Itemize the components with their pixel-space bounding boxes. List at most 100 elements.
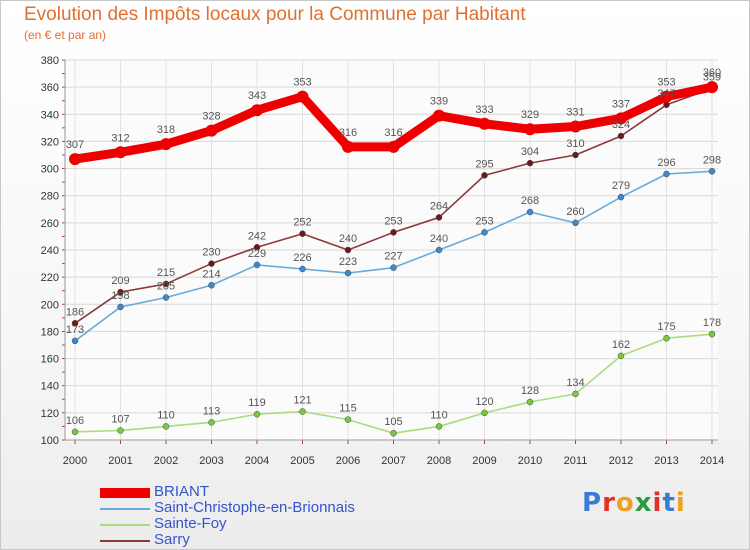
data-point	[160, 138, 172, 151]
data-label: 264	[430, 200, 448, 212]
data-label: 186	[66, 306, 84, 318]
y-tick-label: 280	[41, 191, 59, 203]
data-point	[390, 229, 397, 236]
data-point	[663, 170, 670, 178]
y-tick-label: 220	[41, 272, 59, 284]
x-tick-label: 2006	[336, 455, 360, 467]
data-point	[433, 109, 445, 122]
data-label: 205	[157, 281, 175, 293]
data-label: 307	[66, 139, 84, 151]
data-point	[526, 159, 534, 167]
data-point	[617, 132, 625, 140]
data-label: 347	[657, 88, 675, 100]
data-label: 295	[475, 158, 493, 170]
data-label: 333	[475, 104, 493, 116]
data-point	[481, 172, 488, 179]
data-point	[617, 352, 625, 360]
data-label: 312	[111, 132, 129, 144]
y-tick-label: 320	[41, 136, 59, 148]
data-label: 242	[248, 230, 266, 242]
y-tick-label: 240	[41, 245, 59, 257]
data-label: 318	[157, 124, 175, 136]
data-point	[481, 409, 488, 417]
logo-letter: r	[602, 488, 616, 518]
data-label: 328	[202, 111, 220, 123]
legend-swatch-sarry	[100, 540, 150, 542]
y-tick-label: 160	[41, 354, 59, 366]
x-tick-label: 2008	[427, 455, 451, 467]
data-label: 120	[475, 396, 493, 408]
data-label: 162	[612, 339, 630, 351]
data-label: 324	[612, 119, 630, 131]
legend-item-sarry: Sarry	[100, 531, 520, 549]
data-point	[344, 246, 352, 254]
data-label: 121	[293, 395, 311, 407]
data-point	[71, 428, 79, 436]
data-point	[663, 334, 670, 342]
data-label: 253	[475, 215, 493, 227]
data-label: 214	[202, 268, 220, 280]
data-point	[524, 123, 536, 136]
data-point	[708, 330, 716, 338]
x-tick-label: 2002	[154, 455, 178, 467]
x-tick-label: 2000	[63, 455, 87, 467]
data-label: 209	[111, 275, 129, 287]
data-point	[478, 117, 491, 130]
legend-item-briant: BRIANT	[100, 483, 520, 501]
data-label: 310	[566, 138, 584, 150]
data-label: 296	[657, 157, 675, 169]
data-point	[205, 124, 218, 137]
data-point	[162, 423, 170, 430]
data-label: 268	[521, 195, 539, 207]
logo-letter: x	[634, 488, 653, 518]
data-point	[572, 390, 579, 398]
data-label: 178	[703, 317, 721, 329]
y-tick-label: 200	[41, 299, 59, 311]
data-label: 110	[430, 409, 448, 421]
legend-swatch-sainte-foy	[100, 524, 150, 526]
data-point	[208, 419, 215, 426]
x-tick-label: 2007	[381, 455, 405, 467]
data-point	[663, 101, 670, 109]
data-point	[342, 140, 354, 153]
y-tick-label: 120	[41, 408, 59, 420]
data-point	[481, 229, 488, 236]
data-point	[435, 246, 443, 254]
data-point	[114, 146, 127, 159]
data-point	[208, 282, 215, 289]
data-point	[390, 264, 397, 271]
data-label: 119	[248, 397, 266, 409]
data-label: 329	[521, 109, 539, 121]
data-label: 229	[248, 248, 266, 260]
data-point	[387, 140, 400, 153]
data-label: 198	[111, 290, 129, 302]
data-point	[526, 398, 534, 406]
legend-label-sainte-foy: Sainte-Foy	[154, 515, 227, 532]
data-point	[117, 288, 124, 296]
y-tick-label: 100	[41, 435, 59, 447]
data-label: 298	[703, 154, 721, 166]
data-label: 331	[566, 107, 584, 119]
data-label: 128	[521, 385, 539, 397]
data-point	[117, 427, 124, 434]
legend-swatch-briant	[100, 488, 150, 498]
data-point	[615, 112, 627, 125]
x-tick-label: 2014	[700, 455, 724, 467]
data-label: 175	[657, 321, 675, 333]
data-label: 316	[339, 127, 357, 139]
x-tick-label: 2003	[199, 455, 223, 467]
legend-item-sainte-foy: Sainte-Foy	[100, 515, 520, 533]
data-point	[344, 269, 352, 277]
x-tick-label: 2010	[518, 455, 542, 467]
data-point	[572, 219, 579, 227]
data-label: 304	[521, 146, 539, 158]
y-tick-label: 380	[41, 55, 59, 67]
data-label: 215	[157, 267, 175, 279]
logo-letter: i	[675, 488, 686, 518]
data-point	[117, 303, 124, 311]
data-point	[253, 261, 261, 269]
data-point	[390, 429, 397, 437]
x-tick-label: 2005	[290, 455, 314, 467]
data-point	[708, 168, 716, 175]
